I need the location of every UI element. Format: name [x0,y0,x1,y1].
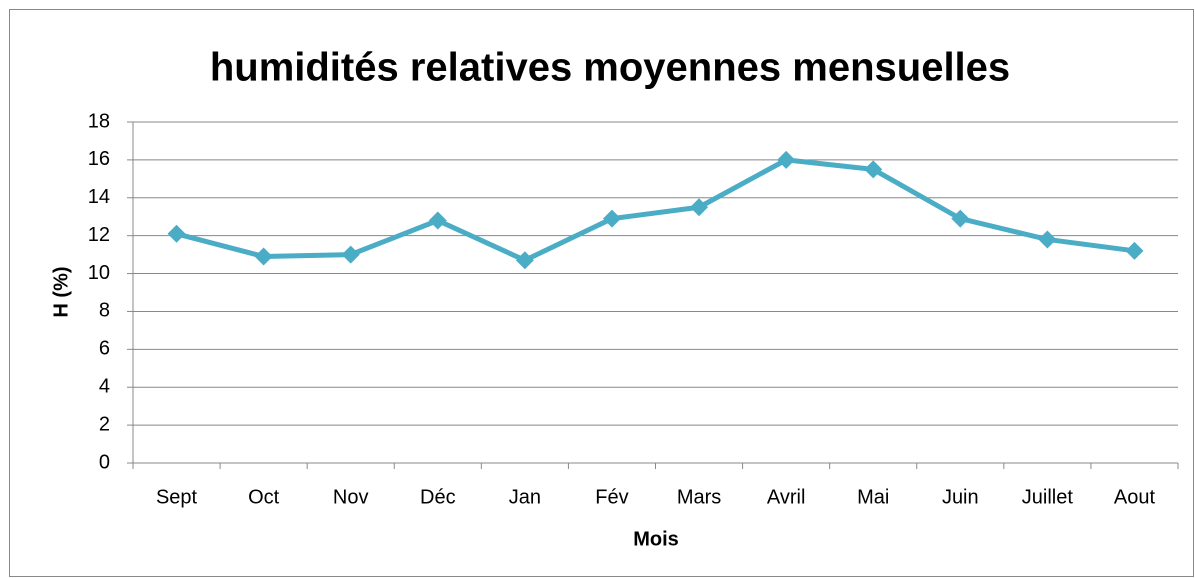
y-tick-label: 16 [88,148,110,170]
y-axis-title: H (%) [50,266,72,317]
marker [167,224,186,243]
marker [341,245,360,264]
marker [690,198,709,217]
x-tick-label: Juin [942,486,979,508]
marker [602,209,621,228]
marker [864,160,883,179]
x-tick-label: Mars [677,486,721,508]
marker [1038,230,1057,249]
marker [428,211,447,230]
chart-border [9,9,1194,577]
y-tick-label: 4 [99,376,110,398]
x-tick-label: Avril [767,486,806,508]
y-tick-label: 10 [88,262,110,284]
x-axis-title: Mois [633,528,679,550]
chart-title: humidités relatives moyennes mensuelles [210,46,1010,90]
y-tick-label: 8 [99,300,110,322]
y-tick-label: 0 [99,451,110,473]
line [175,157,1135,263]
x-tick-label: Mai [857,486,889,508]
y-tick-label: 6 [99,338,110,360]
x-tick-label: Aout [1114,486,1156,508]
marker [515,251,534,270]
y-tick-label: 2 [99,413,110,435]
x-tick-label: Sept [156,486,198,508]
y-tick-label: 12 [88,224,110,246]
marker [1125,241,1144,260]
x-tick-label: Juillet [1022,486,1074,508]
marker [777,150,796,169]
marker [951,209,970,228]
x-tick-label: Jan [509,486,541,508]
x-tick-label: Oct [248,486,280,508]
y-tick-label: 14 [88,186,110,208]
marker [254,247,273,266]
y-tick-label: 18 [88,110,110,132]
x-tick-label: Fév [595,486,628,508]
x-tick-label: Nov [333,486,369,508]
x-tick-label: Déc [420,486,456,508]
